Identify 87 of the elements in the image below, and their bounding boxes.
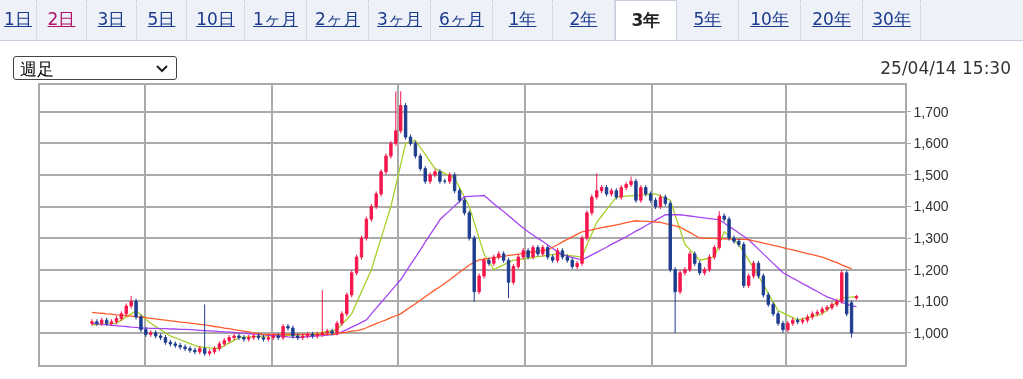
candlestick	[800, 317, 805, 325]
text: 6ヶ月	[431, 0, 493, 40]
candlestick	[639, 184, 643, 204]
candlestick	[487, 257, 491, 267]
y-tick-label: 1,000	[913, 324, 949, 341]
candlestick	[95, 318, 99, 327]
candlestick	[251, 332, 256, 341]
candlestick	[546, 244, 550, 261]
candlestick	[810, 310, 815, 321]
candlestick	[452, 171, 457, 194]
candlestick	[271, 332, 275, 341]
text: 週足	[20, 59, 54, 79]
candlestick	[207, 348, 212, 357]
candlestick	[281, 323, 285, 341]
candlestick	[158, 332, 163, 341]
candlestick	[536, 244, 540, 257]
text: 3日	[87, 0, 137, 40]
line-series	[91, 220, 853, 336]
candlestick	[438, 168, 442, 185]
candlestick	[604, 184, 609, 197]
candlestick	[707, 254, 712, 273]
text: 3ヶ月	[369, 0, 431, 40]
text: 1日	[0, 0, 37, 40]
candlestick	[149, 329, 153, 338]
candlestick	[506, 257, 511, 299]
y-tick-label: 1,100	[913, 293, 949, 310]
text: 5年	[677, 0, 739, 40]
candlestick	[90, 318, 94, 327]
candlestick	[212, 345, 217, 355]
line-series	[91, 194, 858, 339]
candlestick	[198, 345, 202, 355]
candlestick	[300, 332, 305, 341]
candlestick	[795, 317, 800, 325]
line-series	[91, 139, 858, 350]
text: 10年	[739, 0, 801, 40]
y-tick-label: 1,700	[913, 103, 949, 120]
candlestick	[109, 318, 114, 327]
candlestick	[359, 235, 364, 261]
candlestick	[805, 313, 810, 324]
candlestick	[555, 247, 560, 264]
candlestick	[634, 178, 638, 204]
candlestick	[448, 171, 452, 185]
text: 20年	[801, 0, 863, 40]
y-tick-label: 1,300	[913, 230, 949, 246]
candlestick	[560, 247, 565, 261]
y-tick-label: 1,200	[913, 261, 949, 278]
candlestick	[310, 331, 315, 339]
y-tick-label: 1,400	[913, 198, 949, 215]
candlestick	[153, 329, 158, 339]
y-tick-label: 1,500	[913, 166, 949, 183]
candlestick	[702, 266, 707, 276]
candlestick	[330, 328, 334, 336]
candlestick	[266, 334, 271, 343]
candlestick	[658, 194, 663, 210]
candlestick	[614, 187, 619, 201]
text: 30年	[863, 0, 921, 40]
candlestick	[609, 187, 614, 197]
candlestick	[305, 331, 310, 339]
candlestick	[217, 340, 222, 352]
text: 25/04/14 15:30	[880, 58, 1011, 78]
text: 2年	[553, 0, 615, 40]
candlestick	[276, 332, 280, 341]
text: 2日	[37, 0, 87, 40]
candlestick	[256, 332, 261, 341]
candlestick	[261, 334, 266, 343]
candlestick	[163, 334, 168, 346]
candlestick	[104, 317, 109, 327]
text: 1年	[493, 0, 553, 40]
candlestick	[854, 294, 859, 301]
text: 10日	[187, 0, 245, 40]
candlestick	[531, 244, 535, 261]
candlestick	[114, 315, 119, 325]
candlestick	[403, 102, 408, 141]
candlestick	[526, 247, 530, 261]
candlestick	[202, 303, 207, 357]
candlestick	[756, 260, 761, 280]
candlestick	[541, 244, 545, 257]
candlestick	[457, 187, 462, 204]
candlestick	[501, 250, 506, 264]
text: 1ヶ月	[245, 0, 307, 40]
candlestick	[168, 339, 173, 347]
candlestick	[100, 317, 104, 327]
text: 3年	[615, 0, 677, 40]
candlestick	[408, 134, 413, 147]
text: 5日	[137, 0, 187, 40]
y-tick-label: 1,600	[913, 135, 949, 152]
text: 2ヶ月	[307, 0, 369, 40]
